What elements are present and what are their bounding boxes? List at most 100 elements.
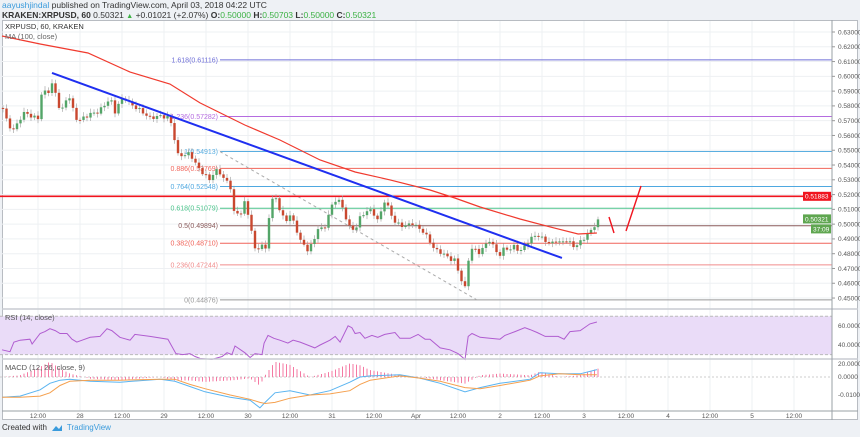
candle-body bbox=[414, 224, 418, 226]
candle-body bbox=[33, 115, 36, 118]
candle-body bbox=[215, 169, 218, 175]
candle-body bbox=[586, 233, 589, 240]
candle-body bbox=[393, 215, 397, 223]
candle-body bbox=[481, 247, 484, 255]
candle-body bbox=[278, 198, 281, 211]
price-axis-label: 0.54000 bbox=[838, 162, 860, 169]
candle-body bbox=[484, 243, 488, 248]
candle-body bbox=[292, 215, 295, 221]
time-axis-label: 29 bbox=[160, 413, 168, 420]
candle-body bbox=[50, 83, 54, 93]
candle-body bbox=[565, 241, 568, 243]
candle-body bbox=[435, 247, 439, 250]
price-axis-label: 0.47000 bbox=[838, 266, 860, 273]
candle-body bbox=[26, 111, 29, 114]
candle-body bbox=[351, 225, 355, 230]
publish-info: aayushjindal published on TradingView.co… bbox=[2, 0, 267, 10]
candle-body bbox=[145, 113, 148, 116]
candle-body bbox=[99, 107, 103, 114]
candle-body bbox=[526, 243, 530, 246]
candle-body bbox=[348, 219, 351, 226]
candle-body bbox=[92, 112, 96, 114]
candle-body bbox=[355, 227, 358, 230]
candle-body bbox=[187, 152, 190, 156]
candle-body bbox=[470, 248, 474, 261]
price-axis-label: 0.57000 bbox=[838, 118, 860, 125]
candle-body bbox=[596, 219, 600, 228]
candle-body bbox=[530, 236, 533, 244]
price-axis-label: 0.55000 bbox=[838, 148, 860, 155]
drawn-arrow bbox=[608, 185, 642, 234]
candle-body bbox=[491, 241, 495, 245]
price-axis-label: 0.49000 bbox=[838, 236, 860, 243]
time-axis-label: 5 bbox=[750, 413, 754, 420]
fib-level-label: 0.886(0.53769) bbox=[171, 166, 218, 173]
candle-body bbox=[453, 258, 456, 261]
candle-body bbox=[306, 244, 309, 252]
time-axis-label: 31 bbox=[328, 413, 336, 420]
resistance-price-label: 0.51883 bbox=[805, 194, 829, 201]
fib-level-label: 1(0.54913) bbox=[184, 149, 218, 156]
candle-body bbox=[22, 111, 26, 120]
macd-pane bbox=[0, 361, 832, 409]
candle-body bbox=[589, 229, 593, 234]
rsi-legend[interactable]: RSI (14, close) bbox=[5, 313, 55, 322]
main-pane: 1.618(0.61116) 1.236(0.57282) 1(0.54913) 0.… bbox=[0, 35, 832, 304]
fib-level-label: 0(0.44876) bbox=[184, 297, 218, 304]
candle-body bbox=[337, 199, 341, 202]
candle-body bbox=[579, 240, 582, 246]
candle-body bbox=[15, 123, 19, 130]
candle-body bbox=[323, 227, 327, 229]
symbol-label: KRAKEN:XRPUSD, 60 bbox=[2, 10, 91, 20]
candle-body bbox=[64, 100, 68, 108]
candle-body bbox=[425, 232, 428, 235]
open-label: O: bbox=[210, 10, 221, 20]
candle-body bbox=[446, 253, 449, 257]
bar-countdown: 37:09 bbox=[813, 226, 830, 233]
candle-body bbox=[519, 250, 523, 252]
price-axis-label: 0.62000 bbox=[838, 44, 860, 51]
candle-body bbox=[236, 210, 239, 214]
candle-body bbox=[537, 235, 540, 237]
candle-body bbox=[358, 216, 362, 228]
candle-body bbox=[183, 155, 187, 157]
candle-body bbox=[225, 177, 229, 181]
candle-body bbox=[309, 244, 313, 252]
price-axis-label: 0.50000 bbox=[838, 221, 860, 228]
candle-body bbox=[295, 220, 299, 233]
candle-body bbox=[5, 108, 8, 119]
series-legend[interactable]: XRPUSD, 60, KRAKEN bbox=[5, 22, 84, 31]
candle-body bbox=[176, 140, 180, 154]
fib-level-label: 0.5(0.49894) bbox=[178, 223, 218, 230]
macd-legend[interactable]: MACD (12, 26, close, 9) bbox=[5, 363, 86, 372]
candle-body bbox=[488, 241, 491, 244]
candle-body bbox=[257, 248, 260, 250]
candle-body bbox=[344, 207, 348, 220]
candle-body bbox=[449, 256, 453, 261]
low-value: 0.50000 bbox=[303, 10, 335, 20]
candle-body bbox=[554, 241, 558, 243]
candle-body bbox=[71, 98, 75, 108]
ma-legend[interactable]: MA (100, close) bbox=[5, 32, 58, 41]
author-link[interactable]: aayushjindal bbox=[2, 0, 50, 10]
resistance-price-tag bbox=[803, 191, 831, 201]
candle-body bbox=[285, 215, 288, 222]
candle-body bbox=[330, 204, 334, 215]
candle-body bbox=[229, 180, 232, 190]
candle-body bbox=[376, 215, 379, 220]
tradingview-link[interactable]: TradingView bbox=[66, 423, 111, 432]
fib-level-label: 0.382(0.48710) bbox=[171, 241, 218, 248]
last-price-tag bbox=[803, 214, 831, 224]
time-axis-label: 12:00 bbox=[114, 413, 131, 420]
price-axis-label: 0.60000 bbox=[838, 74, 860, 81]
price-axis-label: 0.51000 bbox=[838, 207, 860, 214]
created-with-text: Created with bbox=[2, 423, 47, 432]
candle-body bbox=[547, 241, 551, 244]
candle-body bbox=[264, 244, 267, 249]
candle-body bbox=[400, 222, 404, 228]
candle-body bbox=[218, 169, 222, 175]
candle-body bbox=[334, 201, 337, 205]
candle-body bbox=[201, 167, 204, 175]
price-axis-label: 0.45000 bbox=[838, 295, 860, 302]
